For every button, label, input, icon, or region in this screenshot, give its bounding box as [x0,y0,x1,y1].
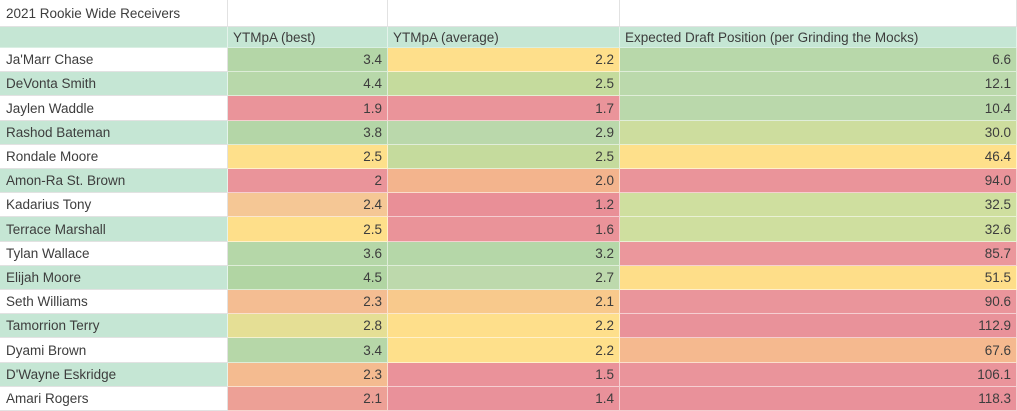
ytmpa-best-cell[interactable]: 4.5 [228,265,388,291]
table-row: Jaylen Waddle 1.9 1.7 10.4 [0,96,1017,121]
ytmpa-best-cell[interactable]: 3.6 [228,241,388,266]
player-name-cell[interactable]: Rondale Moore [0,144,228,170]
title-row: 2021 Rookie Wide Receivers [0,0,1017,27]
ytmpa-best-cell[interactable]: 1.9 [228,96,388,121]
ytmpa-average-cell[interactable]: 2.5 [388,144,620,170]
expected-draft-position-cell[interactable]: 10.4 [620,96,1017,121]
ytmpa-average-cell[interactable]: 2.2 [388,314,620,339]
table-row: Amon-Ra St. Brown 2 2.0 94.0 [0,169,1017,194]
table-row: Ja'Marr Chase 3.4 2.2 6.6 [0,48,1017,73]
expected-draft-position-cell[interactable]: 46.4 [620,144,1017,170]
table-row: Kadarius Tony 2.4 1.2 32.5 [0,193,1017,218]
empty-cell[interactable] [388,0,620,27]
table-row: Terrace Marshall 2.5 1.6 32.6 [0,217,1017,242]
ytmpa-best-column-header[interactable]: YTMpA (best) [228,27,388,48]
expected-draft-position-cell[interactable]: 32.6 [620,217,1017,242]
table-row: Dyami Brown 3.4 2.2 67.6 [0,338,1017,363]
table-row: D'Wayne Eskridge 2.3 1.5 106.1 [0,362,1017,387]
expected-draft-position-cell[interactable]: 32.5 [620,193,1017,218]
table-row: Tamorrion Terry 2.8 2.2 112.9 [0,314,1017,339]
expected-draft-position-cell[interactable]: 112.9 [620,314,1017,339]
expected-draft-position-cell[interactable]: 118.3 [620,386,1017,411]
ytmpa-best-cell[interactable]: 2.3 [228,290,388,315]
ytmpa-best-cell[interactable]: 3.8 [228,120,388,145]
empty-cell[interactable] [228,0,388,27]
player-name-cell[interactable]: Dyami Brown [0,338,228,363]
expected-draft-position-cell[interactable]: 12.1 [620,72,1017,97]
table-row: Elijah Moore 4.5 2.7 51.5 [0,265,1017,291]
table-row: Rashod Bateman 3.8 2.9 30.0 [0,120,1017,145]
player-name-cell[interactable]: Amari Rogers [0,386,228,411]
ytmpa-best-cell[interactable]: 2.5 [228,144,388,170]
ytmpa-average-cell[interactable]: 1.5 [388,362,620,387]
ytmpa-average-cell[interactable]: 1.4 [388,386,620,411]
ytmpa-best-cell[interactable]: 4.4 [228,72,388,97]
ytmpa-best-cell[interactable]: 3.4 [228,338,388,363]
player-name-cell[interactable]: Elijah Moore [0,265,228,291]
player-name-cell[interactable]: Kadarius Tony [0,193,228,218]
ytmpa-average-cell[interactable]: 1.7 [388,96,620,121]
expected-draft-position-cell[interactable]: 6.6 [620,48,1017,73]
player-name-cell[interactable]: Amon-Ra St. Brown [0,169,228,194]
table-row: DeVonta Smith 4.4 2.5 12.1 [0,72,1017,97]
expected-draft-position-cell[interactable]: 51.5 [620,265,1017,291]
ytmpa-average-cell[interactable]: 2.5 [388,72,620,97]
player-name-cell[interactable]: DeVonta Smith [0,72,228,97]
expected-draft-position-cell[interactable]: 90.6 [620,290,1017,315]
expected-draft-position-cell[interactable]: 106.1 [620,362,1017,387]
player-name-cell[interactable]: Tamorrion Terry [0,314,228,339]
ytmpa-average-cell[interactable]: 2.2 [388,48,620,73]
ytmpa-average-cell[interactable]: 2.2 [388,338,620,363]
player-name-cell[interactable]: Jaylen Waddle [0,96,228,121]
ytmpa-best-cell[interactable]: 2.3 [228,362,388,387]
player-name-cell[interactable]: Terrace Marshall [0,217,228,242]
ytmpa-best-cell[interactable]: 2.1 [228,386,388,411]
ytmpa-average-cell[interactable]: 2.7 [388,265,620,291]
ytmpa-best-cell[interactable]: 2.4 [228,193,388,218]
expected-draft-position-cell[interactable]: 30.0 [620,120,1017,145]
ytmpa-average-cell[interactable]: 3.2 [388,241,620,266]
ytmpa-average-cell[interactable]: 2.9 [388,120,620,145]
expected-draft-position-column-header[interactable]: Expected Draft Position (per Grinding th… [620,27,1017,48]
player-name-cell[interactable]: Ja'Marr Chase [0,48,228,73]
ytmpa-average-cell[interactable]: 2.1 [388,290,620,315]
ytmpa-best-cell[interactable]: 2.8 [228,314,388,339]
expected-draft-position-cell[interactable]: 67.6 [620,338,1017,363]
expected-draft-position-cell[interactable]: 85.7 [620,241,1017,266]
player-name-cell[interactable]: D'Wayne Eskridge [0,362,228,387]
player-name-cell[interactable]: Rashod Bateman [0,120,228,145]
table-row: Tylan Wallace 3.6 3.2 85.7 [0,241,1017,266]
ytmpa-best-cell[interactable]: 2 [228,169,388,194]
table-row: Rondale Moore 2.5 2.5 46.4 [0,144,1017,170]
player-name-cell[interactable]: Tylan Wallace [0,241,228,266]
ytmpa-average-cell[interactable]: 1.2 [388,193,620,218]
table-row: Amari Rogers 2.1 1.4 118.3 [0,386,1017,411]
ytmpa-best-cell[interactable]: 2.5 [228,217,388,242]
ytmpa-average-cell[interactable]: 2.0 [388,169,620,194]
name-column-header[interactable] [0,27,228,48]
ytmpa-best-cell[interactable]: 3.4 [228,48,388,73]
ytmpa-average-column-header[interactable]: YTMpA (average) [388,27,620,48]
ytmpa-average-cell[interactable]: 1.6 [388,217,620,242]
player-name-cell[interactable]: Seth Williams [0,290,228,315]
empty-cell[interactable] [620,0,1017,27]
expected-draft-position-cell[interactable]: 94.0 [620,169,1017,194]
table-body: Ja'Marr Chase 3.4 2.2 6.6 DeVonta Smith 4.4 2.… [0,48,1017,411]
header-row: YTMpA (best) YTMpA (average) Expected Dr… [0,27,1017,48]
sheet-title-cell[interactable]: 2021 Rookie Wide Receivers [0,0,228,27]
table-row: Seth Williams 2.3 2.1 90.6 [0,290,1017,315]
